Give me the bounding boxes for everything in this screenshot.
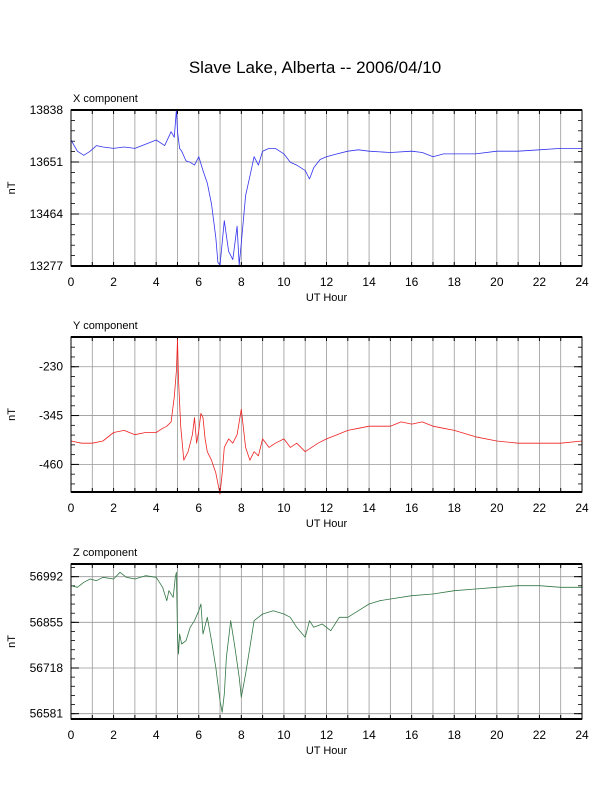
x-tick-label: 12 bbox=[320, 501, 334, 515]
y-axis-label: nT bbox=[6, 635, 18, 648]
x-tick-label: 12 bbox=[320, 275, 334, 289]
x-tick-label: 10 bbox=[277, 728, 291, 742]
x-tick-label: 24 bbox=[575, 728, 589, 742]
series-line bbox=[70, 338, 583, 495]
panel-title: X component bbox=[73, 93, 138, 105]
x-tick-label: 8 bbox=[238, 275, 245, 289]
y-axis-label: nT bbox=[6, 181, 18, 194]
x-tick-label: 16 bbox=[405, 275, 419, 289]
y-tick-label: 13838 bbox=[30, 103, 64, 117]
x-tick-label: 12 bbox=[320, 728, 334, 742]
x-tick-label: 2 bbox=[110, 275, 117, 289]
y-tick-label: -460 bbox=[39, 457, 63, 471]
y-tick-label: 56855 bbox=[30, 615, 64, 629]
series-line bbox=[70, 571, 582, 713]
y-tick-label: 56992 bbox=[30, 570, 64, 584]
x-axis-label: UT Hour bbox=[306, 745, 348, 757]
x-tick-label: 14 bbox=[362, 275, 376, 289]
x-tick-label: 18 bbox=[448, 501, 462, 515]
x-tick-label: 6 bbox=[195, 275, 202, 289]
x-tick-label: 0 bbox=[68, 501, 75, 515]
y-axis-label: nT bbox=[6, 408, 18, 421]
x-tick-label: 8 bbox=[238, 501, 245, 515]
y-tick-label: -345 bbox=[39, 409, 63, 423]
y-tick-label: 56718 bbox=[30, 661, 64, 675]
x-tick-label: 4 bbox=[153, 275, 160, 289]
x-tick-label: 22 bbox=[533, 275, 547, 289]
y-tick-label: 13277 bbox=[30, 259, 64, 273]
x-tick-label: 4 bbox=[153, 501, 160, 515]
x-tick-label: 6 bbox=[195, 501, 202, 515]
x-tick-label: 16 bbox=[405, 728, 419, 742]
x-tick-label: 10 bbox=[277, 275, 291, 289]
panel-title: Y component bbox=[73, 320, 138, 332]
x-tick-label: 20 bbox=[490, 501, 504, 515]
y-tick-label: 56581 bbox=[30, 707, 64, 721]
x-tick-label: 18 bbox=[448, 275, 462, 289]
x-tick-label: 2 bbox=[110, 728, 117, 742]
y-tick-label: 13651 bbox=[30, 155, 64, 169]
y-tick-label: 13464 bbox=[30, 207, 64, 221]
panel-title: Z component bbox=[73, 547, 137, 559]
x-tick-label: 6 bbox=[195, 728, 202, 742]
x-tick-label: 24 bbox=[575, 501, 589, 515]
x-tick-label: 24 bbox=[575, 275, 589, 289]
x-tick-label: 14 bbox=[362, 728, 376, 742]
x-tick-label: 8 bbox=[238, 728, 245, 742]
x-tick-label: 20 bbox=[490, 275, 504, 289]
x-tick-label: 22 bbox=[533, 728, 547, 742]
x-tick-label: 2 bbox=[110, 501, 117, 515]
x-tick-label: 22 bbox=[533, 501, 547, 515]
x-tick-label: 4 bbox=[153, 728, 160, 742]
x-tick-label: 0 bbox=[68, 275, 75, 289]
x-axis-label: UT Hour bbox=[306, 292, 348, 304]
y-tick-label: -230 bbox=[39, 360, 63, 374]
x-tick-label: 0 bbox=[68, 728, 75, 742]
x-tick-label: 18 bbox=[448, 728, 462, 742]
page-title: Slave Lake, Alberta -- 2006/04/10 bbox=[188, 58, 442, 77]
x-tick-label: 20 bbox=[490, 728, 504, 742]
x-tick-label: 14 bbox=[362, 501, 376, 515]
x-tick-label: 16 bbox=[405, 501, 419, 515]
x-axis-label: UT Hour bbox=[306, 518, 348, 530]
x-tick-label: 10 bbox=[277, 501, 291, 515]
